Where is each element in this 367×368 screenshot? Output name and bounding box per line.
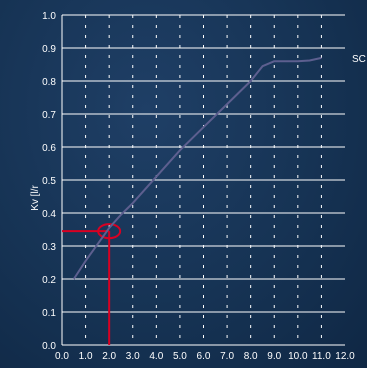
y-tick-label: 0.8 bbox=[42, 77, 56, 88]
x-tick-label: 5.0 bbox=[173, 351, 187, 362]
x-tick-label: 11.0 bbox=[312, 351, 331, 362]
y-tick-label: 0.7 bbox=[42, 110, 56, 121]
x-tick-label: 6.0 bbox=[197, 351, 211, 362]
y-tick-label: 0.9 bbox=[42, 44, 56, 55]
y-tick-label: 0.1 bbox=[42, 308, 56, 319]
y-tick-label: 0.2 bbox=[42, 275, 56, 286]
x-tick-label: 12.0 bbox=[335, 351, 355, 362]
y-tick-label: 0.0 bbox=[42, 341, 56, 352]
grid bbox=[61, 14, 345, 346]
tick-labels: 0.0 0.1 0.2 0.3 0.4 0.5 0.6 0.7 0.8 0.9 1.0 0.0 1.0 2… bbox=[42, 11, 355, 362]
y-axis-title: Kv [l/r bbox=[30, 185, 41, 211]
x-tick-label: 2.0 bbox=[102, 351, 116, 362]
x-tick-label: 7.0 bbox=[220, 351, 234, 362]
series-line bbox=[72, 56, 322, 280]
y-tick-label: 0.6 bbox=[42, 143, 56, 154]
x-tick-label: 1.0 bbox=[79, 351, 93, 362]
x-tick-label: 0.0 bbox=[55, 351, 69, 362]
y-tick-label: 0.5 bbox=[42, 176, 56, 187]
plot-area bbox=[62, 56, 322, 345]
x-tick-label: 8.0 bbox=[244, 351, 258, 362]
y-tick-label: 1.0 bbox=[42, 11, 56, 22]
x-tick-label: 10.0 bbox=[288, 351, 308, 362]
x-tick-label: 4.0 bbox=[149, 351, 163, 362]
highlight-circle bbox=[97, 223, 122, 240]
x-tick-label: 9.0 bbox=[267, 351, 281, 362]
side-label: SC bbox=[352, 54, 366, 65]
x-tick-label: 3.0 bbox=[126, 351, 140, 362]
y-tick-label: 0.3 bbox=[42, 242, 56, 253]
y-tick-label: 0.4 bbox=[42, 209, 56, 220]
